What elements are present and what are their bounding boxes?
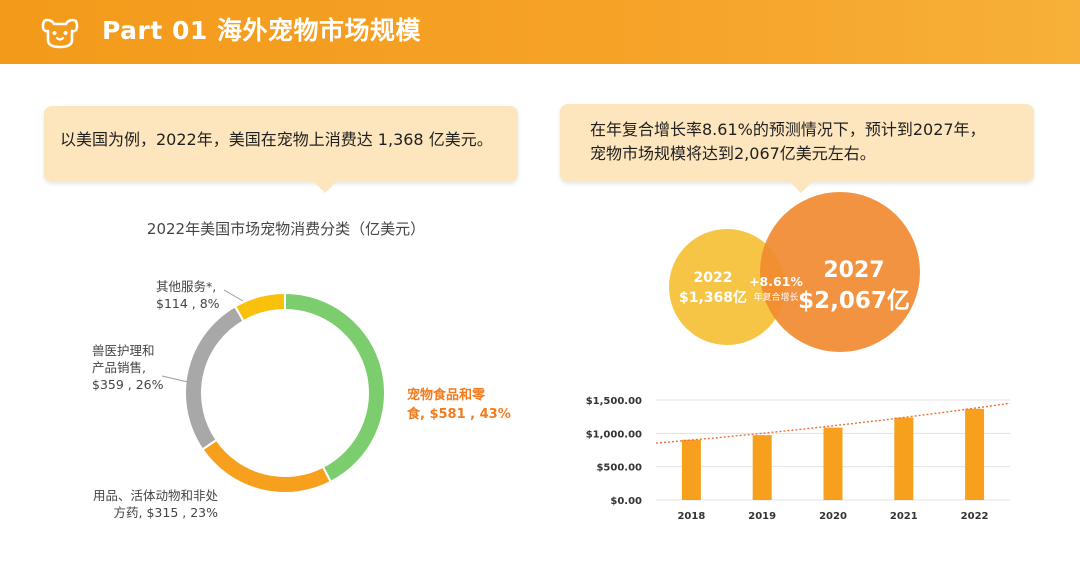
donut-label-food-line1: 宠物食品和零: [407, 388, 486, 403]
bar-xtick-label: 2019: [748, 511, 776, 522]
venn-left-label: 2022 $1,368亿: [676, 268, 750, 308]
venn-growth-caption: 年复合增长: [753, 293, 799, 303]
venn-right-value: $2,067亿: [798, 288, 910, 314]
venn-circle-2022: [669, 229, 785, 345]
callout-us-spending: 以美国为例，2022年，美国在宠物上消费达 1,368 亿美元。: [44, 106, 518, 193]
header-bar: Part 01 海外宠物市场规模: [0, 0, 1080, 64]
donut-label-vet: 兽医护理和 产品销售, $359 , 26%: [92, 342, 164, 393]
callout-forecast: 在年复合增长率8.61%的预测情况下，预计到2027年， 宠物市场规模将达到2,…: [560, 104, 1034, 193]
bar-xtick-label: 2018: [677, 511, 705, 522]
donut-label-vet-line1: 兽医护理和: [92, 343, 155, 358]
callout-right-line2: 宠物市场规模将达到2,067亿美元左右。: [590, 144, 876, 163]
donut-label-food: 宠物食品和零 食, $581 , 43%: [407, 386, 511, 424]
page-title: Part 01 海外宠物市场规模: [102, 16, 421, 45]
bar-xtick-label: 2020: [819, 511, 847, 522]
venn-right-label: 2027 $2,067亿: [795, 256, 913, 316]
donut-leader-other: [223, 289, 244, 302]
callout-left-text: 以美国为例，2022年，美国在宠物上消费达 1,368 亿美元。: [60, 130, 493, 149]
donut-slice-other: [233, 291, 286, 323]
donut-label-other: 其他服务*, $114 , 8%: [156, 278, 220, 312]
bar-xtick-label: 2021: [890, 511, 918, 522]
venn-left-year: 2022: [693, 270, 733, 286]
donut-label-other-line2: $114 , 8%: [156, 296, 220, 311]
bar-trendline: [655, 402, 1011, 444]
bar-2018: [681, 439, 701, 500]
donut-label-vet-line3: $359 , 26%: [92, 377, 164, 392]
donut-leader-vet: [161, 375, 189, 383]
bar-xtick-label: 2022: [961, 511, 989, 522]
venn-growth-rate: +8.61%: [749, 274, 803, 289]
bar-ytick-label: $1,000.00: [586, 429, 642, 440]
venn-right-year: 2027: [823, 258, 885, 283]
callout-right-line1: 在年复合增长率8.61%的预测情况下，预计到2027年，: [590, 120, 986, 139]
bar-2019: [752, 435, 772, 500]
bar-ytick-label: $1,500.00: [586, 396, 642, 407]
venn-left-value: $1,368亿: [678, 290, 748, 306]
bar-ytick-label: $0.00: [610, 496, 642, 507]
dog-face-icon: [41, 18, 79, 49]
venn-growth-label: +8.61% 年复合增长: [748, 274, 804, 306]
donut-label-supplies: 用品、活体动物和非处 方药, $315 , 23%: [72, 487, 218, 521]
donut-label-other-line1: 其他服务*,: [156, 279, 217, 294]
donut-chart-title: 2022年美国市场宠物消费分类（亿美元）: [146, 220, 426, 238]
venn-circle-2027: [760, 192, 920, 352]
bar-ytick-label: $500.00: [596, 463, 642, 474]
bar-2022: [965, 408, 985, 500]
bar-2021: [894, 417, 914, 500]
donut-label-supplies-line2: 方药, $315 , 23%: [113, 505, 218, 520]
donut-label-vet-line2: 产品销售,: [92, 360, 146, 375]
bar-2020: [823, 427, 843, 500]
donut-label-supplies-line1: 用品、活体动物和非处: [92, 488, 218, 503]
donut-label-food-line2: 食, $581 , 43%: [407, 407, 511, 422]
